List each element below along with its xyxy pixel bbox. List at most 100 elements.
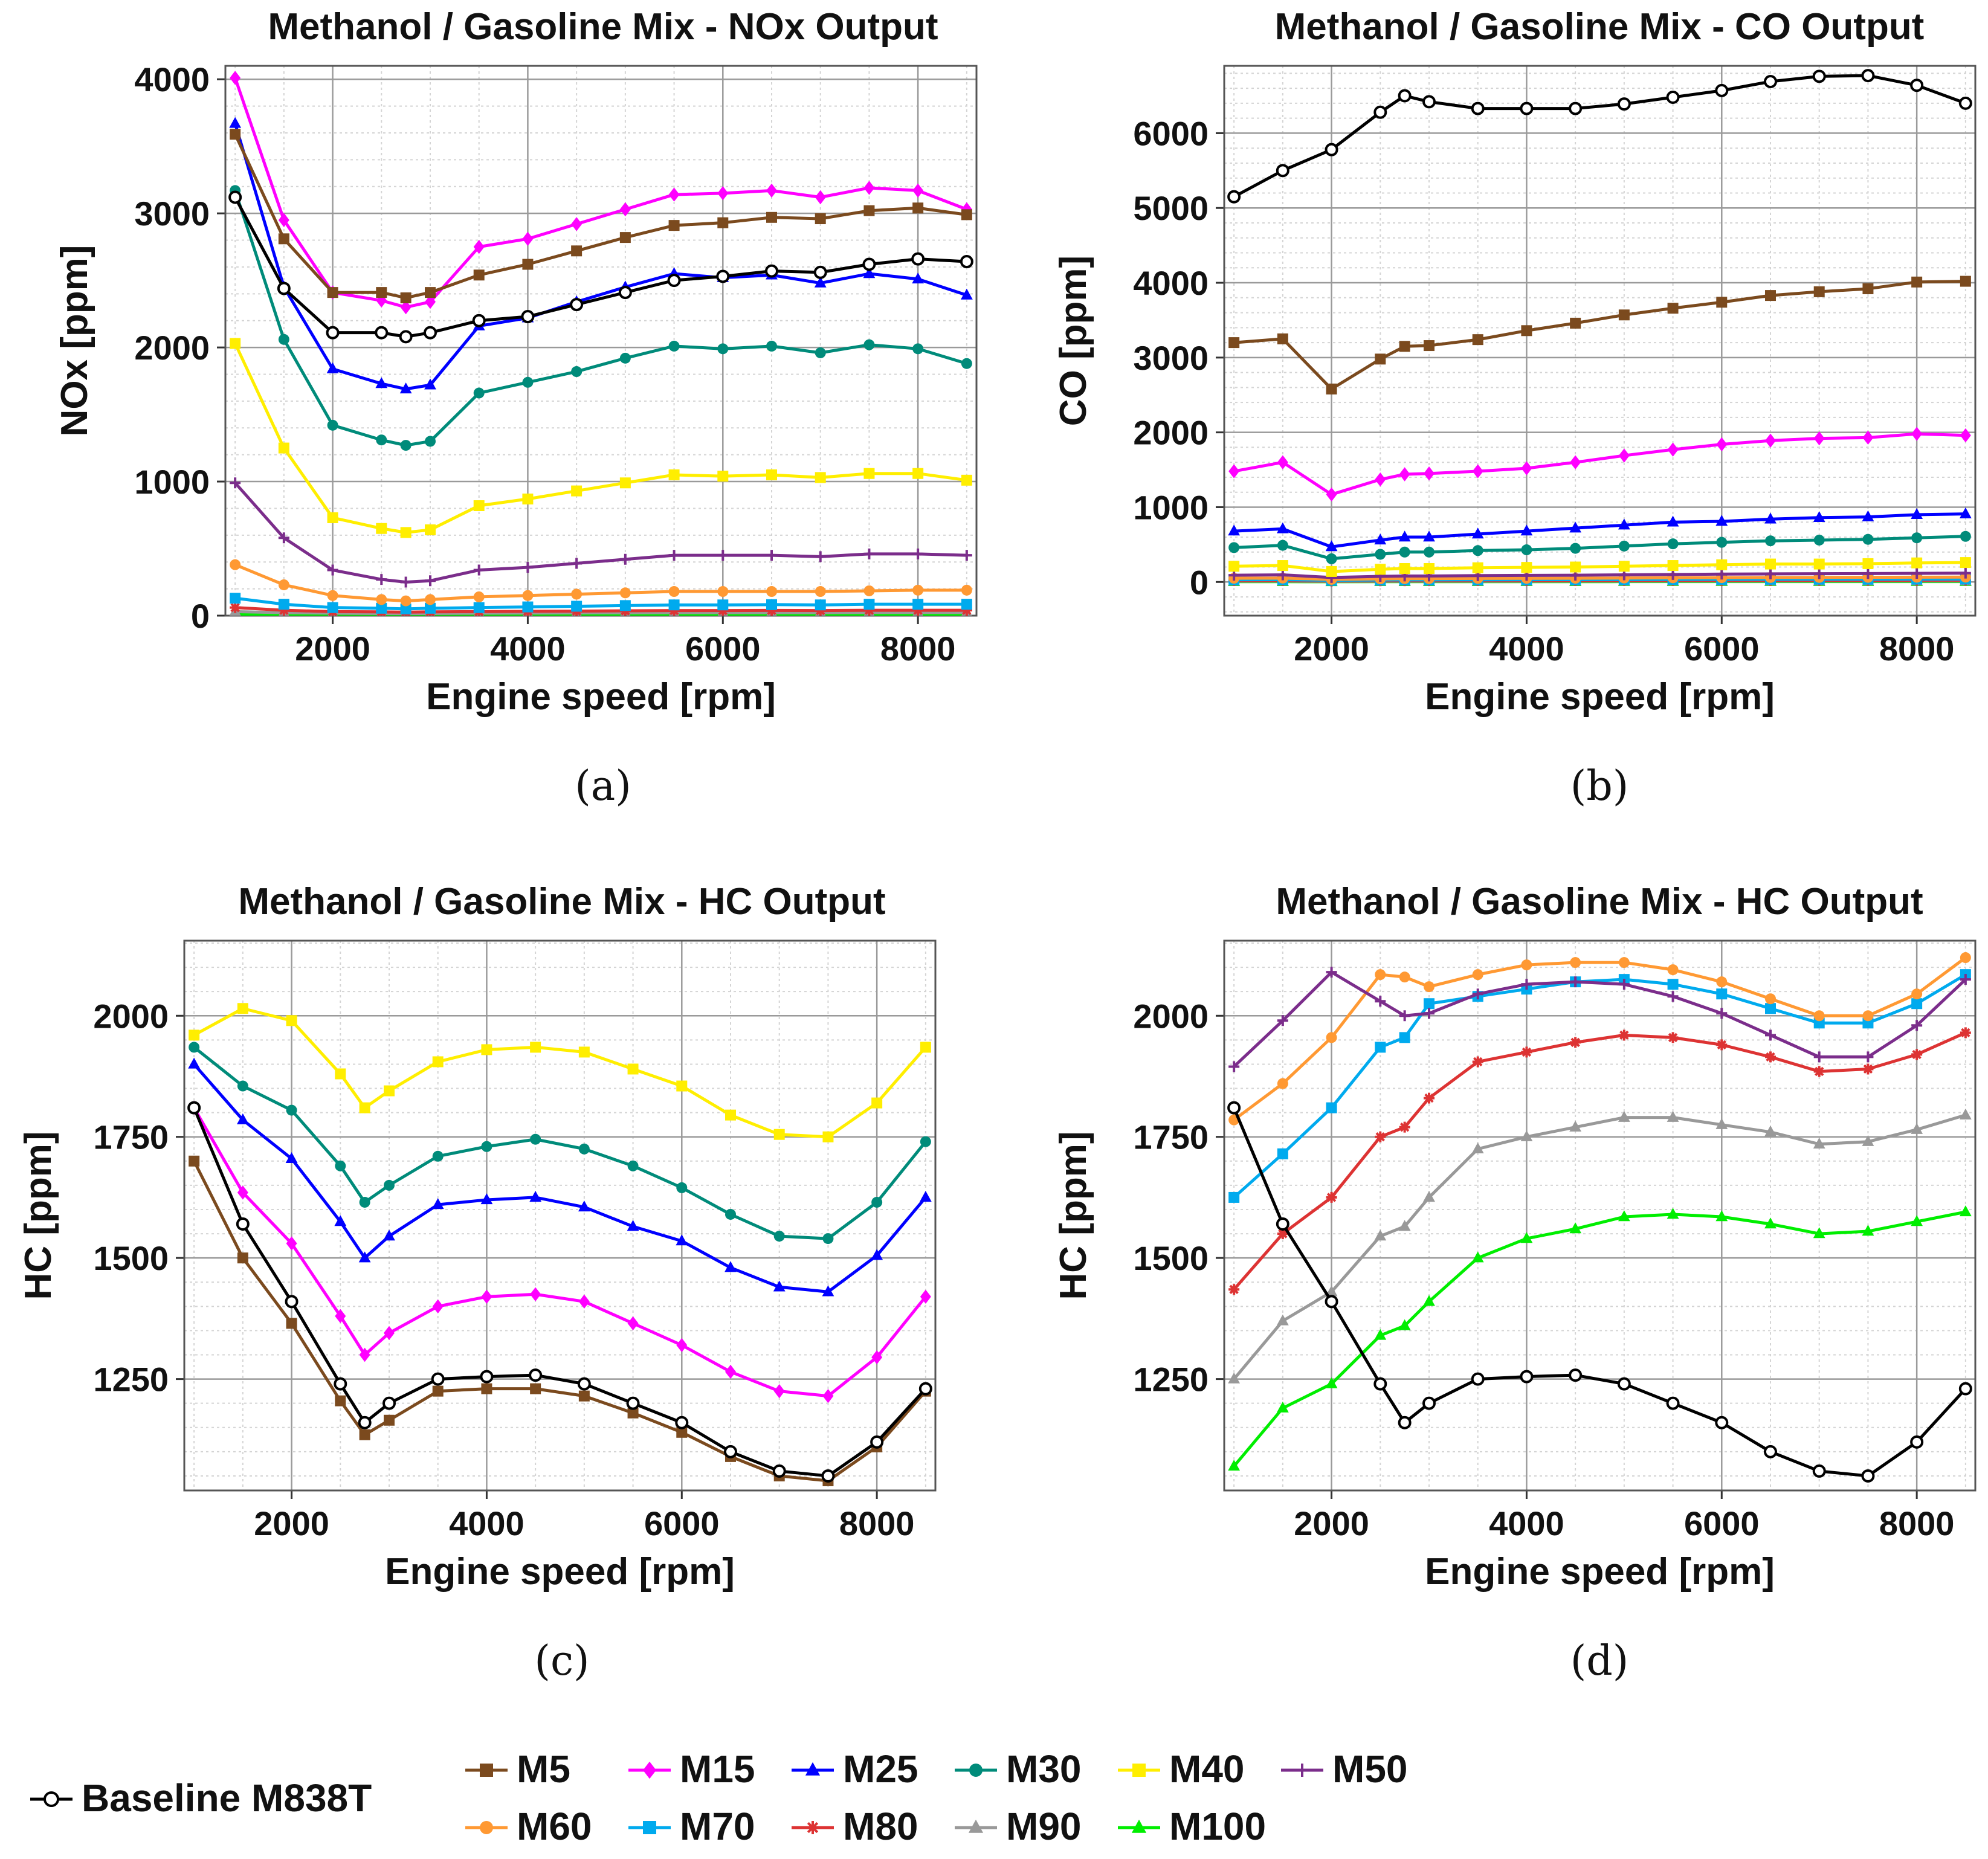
data-point-m15 — [1277, 455, 1288, 469]
data-point-baseline-m838t — [862, 257, 876, 271]
data-point-baseline-m838t — [529, 1368, 543, 1382]
data-point-m5 — [189, 1155, 200, 1167]
data-point-m30 — [1716, 536, 1728, 548]
data-point-m15 — [1960, 428, 1971, 443]
data-point-baseline-m838t — [1422, 95, 1436, 109]
data-point-m40 — [376, 523, 387, 534]
data-point-m100 — [1715, 1210, 1728, 1222]
data-point-m60 — [717, 586, 729, 598]
data-point-m15 — [571, 217, 583, 231]
data-point-m5 — [1570, 317, 1581, 329]
data-point-baseline-m838t — [626, 1396, 640, 1410]
data-point-m25 — [1398, 530, 1411, 542]
data-point-m40 — [230, 338, 241, 349]
data-point-m50 — [1570, 976, 1581, 988]
data-point-m30 — [1472, 545, 1483, 556]
legend-label: M15 — [680, 1747, 755, 1791]
data-point-m60 — [1618, 957, 1630, 968]
data-point-m5 — [1326, 383, 1337, 395]
data-point-baseline-m838t — [1471, 1372, 1485, 1386]
data-point-m40 — [189, 1029, 200, 1041]
y-tick-label: 5000 — [1133, 189, 1209, 227]
data-point-m5 — [327, 287, 338, 298]
data-point-m90 — [1520, 1130, 1533, 1141]
data-point-baseline-m838t — [813, 265, 827, 279]
data-point-m70 — [571, 601, 583, 612]
data-point-m15 — [920, 1289, 931, 1304]
data-point-m40 — [578, 1046, 590, 1058]
y-tick-label: 1500 — [1133, 1239, 1209, 1277]
data-point-m40 — [400, 527, 411, 538]
data-point-m70 — [1399, 1032, 1410, 1043]
data-point-m70 — [961, 599, 972, 610]
data-point-m80 — [1862, 1063, 1874, 1075]
data-point-m5 — [1813, 286, 1825, 297]
data-point-baseline-m838t — [716, 269, 730, 283]
data-point-m60 — [912, 584, 924, 596]
data-point-baseline-m838t — [236, 1217, 250, 1231]
data-point-m15 — [766, 183, 777, 198]
legend-item-m30: M30 — [955, 1747, 1082, 1791]
data-point-m80 — [1228, 1284, 1240, 1295]
data-point-m25 — [285, 1152, 298, 1163]
data-point-m60 — [1862, 1010, 1874, 1022]
data-point-m90 — [1911, 1123, 1923, 1134]
data-point-m30 — [432, 1150, 444, 1162]
data-point-m40 — [773, 1129, 785, 1140]
data-point-m30 — [376, 434, 387, 446]
data-point-m50 — [1960, 567, 1971, 579]
data-point-m50 — [961, 550, 972, 561]
data-point-m30 — [1326, 553, 1337, 564]
y-tick-label: 1750 — [93, 1118, 169, 1156]
data-point-m25 — [326, 362, 339, 373]
data-point-m70 — [1424, 998, 1435, 1010]
data-point-m60 — [1472, 969, 1483, 981]
data-point-m30 — [1277, 540, 1288, 551]
data-point-baseline-m838t — [480, 1370, 494, 1384]
data-point-m70 — [863, 599, 875, 610]
data-point-m50 — [1228, 1061, 1240, 1072]
data-point-m80 — [1570, 1037, 1581, 1048]
legend-label: M50 — [1332, 1747, 1408, 1791]
data-point-m5 — [815, 213, 826, 225]
data-point-m50 — [863, 548, 875, 559]
y-tick-label: 6000 — [1133, 114, 1209, 152]
data-point-m50 — [1716, 1008, 1728, 1019]
data-point-m25 — [399, 382, 412, 394]
data-point-m30 — [425, 436, 436, 447]
data-point-m15 — [359, 1347, 370, 1362]
data-point-m25 — [814, 276, 827, 288]
data-point-m15 — [400, 300, 411, 315]
x-tick-label: 2000 — [1294, 1504, 1369, 1542]
data-point-m30 — [815, 347, 826, 358]
data-point-m40 — [473, 500, 485, 511]
data-point-m30 — [961, 358, 972, 369]
data-point-m30 — [1570, 543, 1581, 554]
data-point-m25 — [375, 377, 388, 388]
data-point-baseline-m838t — [358, 1416, 372, 1429]
data-point-m15 — [1716, 437, 1728, 452]
data-point-m100 — [1228, 1460, 1241, 1471]
data-point-m50 — [1399, 1010, 1410, 1022]
data-point-baseline-m838t — [1617, 1377, 1631, 1391]
legend-item-m90: M90 — [955, 1805, 1082, 1848]
data-point-m50 — [1618, 979, 1630, 990]
data-point-baseline-m838t — [382, 1396, 396, 1410]
data-point-m40 — [530, 1042, 541, 1053]
data-point-baseline-m838t — [277, 282, 291, 295]
data-point-m60 — [473, 591, 485, 602]
data-point-m15 — [432, 1299, 444, 1314]
data-point-m80 — [1375, 1131, 1386, 1142]
data-point-baseline-m838t — [1715, 83, 1729, 97]
data-point-m60 — [425, 594, 436, 605]
legend-marker-m5 — [480, 1764, 493, 1777]
panel-caption: (d) — [1570, 1637, 1629, 1685]
data-point-baseline-m838t — [1910, 79, 1924, 92]
data-point-m30 — [1521, 544, 1532, 556]
data-point-m60 — [522, 590, 534, 601]
x-tick-label: 2000 — [1294, 630, 1369, 668]
data-point-m15 — [1570, 455, 1581, 469]
data-point-m40 — [1472, 562, 1483, 573]
data-point-m5 — [384, 1414, 395, 1426]
data-point-m25 — [863, 267, 876, 279]
